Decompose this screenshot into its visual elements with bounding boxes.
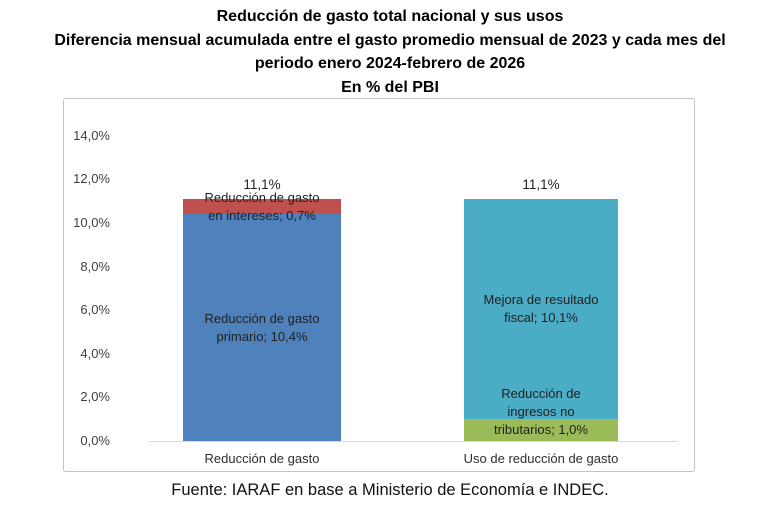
- plot-area: 0,0% 2,0% 4,0% 6,0% 8,0% 10,0% 12,0% 14,0% Reduc…: [64, 99, 694, 471]
- y-axis-tick-label: 8,0%: [80, 258, 110, 274]
- source-note: Fuente: IARAF en base a Ministerio de Ec…: [171, 481, 609, 499]
- x-axis-category-label: Reducción de gasto: [204, 451, 320, 466]
- bar-segment-label-reduccion-ingresos-no-tributarios: Reducción de ingresos no tributarios; 1,…: [494, 386, 588, 437]
- bar-segment-label-reduccion-gasto-intereses: Reducción de gasto en intereses; 0,7%: [204, 189, 320, 223]
- bar-segment-reduccion-gasto-primario: [183, 214, 341, 441]
- chart-title-line-4: En % del PBI: [341, 78, 439, 96]
- y-axis-tick-label: 12,0%: [73, 171, 110, 187]
- y-axis-tick-label: 10,0%: [73, 215, 110, 230]
- y-axis-tick-label: 2,0%: [80, 389, 110, 405]
- chart-title: Reducción de gasto total nacional y sus …: [0, 5, 780, 99]
- bar-segment-mejora-resultado-fiscal: [464, 199, 618, 420]
- y-axis-tick-label: 0,0%: [80, 433, 110, 448]
- chart-title-line-2: Diferencia mensual acumulada entre el ga…: [54, 31, 726, 49]
- x-axis-line: [149, 441, 678, 442]
- y-axis-tick-label: 4,0%: [80, 345, 110, 361]
- bar-total-label: 11,1%: [522, 177, 560, 193]
- y-axis-tick-label: 6,0%: [80, 302, 110, 318]
- bar-segment-label-mejora-resultado-fiscal: Mejora de resultado fiscal; 10,1%: [483, 292, 599, 326]
- bar-total-label: 11,1%: [243, 177, 281, 193]
- chart-title-line-3: periodo enero 2024-febrero de 2026: [254, 55, 526, 72]
- y-axis-tick-label: 14,0%: [73, 127, 110, 143]
- bar-segment-reduccion-ingresos-no-tributarios: [464, 419, 618, 441]
- chart-area: 0,0% 2,0% 4,0% 6,0% 8,0% 10,0% 12,0% 14,0% Reduc…: [63, 98, 695, 472]
- x-axis-category-label: Uso de reducción de gasto: [463, 451, 619, 466]
- bar-segment-reduccion-gasto-intereses: [183, 199, 341, 215]
- chart-title-line-1: Reducción de gasto total nacional y sus …: [216, 8, 564, 25]
- bar-segment-label-reduccion-gasto-primario: Reducción de gasto primario; 10,4%: [204, 310, 320, 344]
